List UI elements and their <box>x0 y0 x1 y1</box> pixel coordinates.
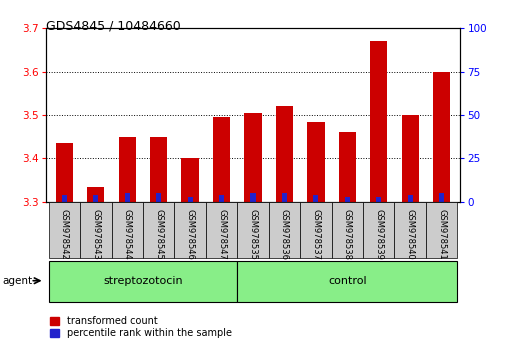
Text: GSM978537: GSM978537 <box>311 209 320 259</box>
Bar <box>432 72 449 202</box>
Bar <box>111 202 143 258</box>
Bar <box>187 196 192 202</box>
Bar <box>250 193 255 202</box>
Bar <box>206 202 237 258</box>
Bar <box>237 202 268 258</box>
Bar <box>219 195 224 202</box>
Bar <box>118 137 136 202</box>
Text: GSM978546: GSM978546 <box>185 209 194 259</box>
Bar <box>375 196 381 202</box>
Bar <box>281 193 286 202</box>
Bar <box>394 202 425 258</box>
Bar <box>237 261 457 302</box>
Bar <box>80 202 111 258</box>
Bar <box>425 202 457 258</box>
Bar <box>124 193 130 202</box>
Text: GSM978544: GSM978544 <box>123 209 131 259</box>
Bar <box>338 132 355 202</box>
Text: GSM978547: GSM978547 <box>217 209 226 259</box>
Bar <box>48 202 80 258</box>
Bar <box>369 41 387 202</box>
Text: GDS4845 / 10484660: GDS4845 / 10484660 <box>45 19 180 33</box>
Bar <box>401 115 418 202</box>
Text: GSM978540: GSM978540 <box>405 209 414 259</box>
Bar <box>156 193 161 202</box>
Bar <box>331 202 362 258</box>
Bar <box>213 117 230 202</box>
Bar <box>299 202 331 258</box>
Text: GSM978538: GSM978538 <box>342 209 351 259</box>
Text: GSM978543: GSM978543 <box>91 209 100 259</box>
Bar <box>87 187 104 202</box>
Bar <box>268 202 299 258</box>
Text: control: control <box>327 275 366 286</box>
Text: GSM978536: GSM978536 <box>279 209 288 259</box>
Bar <box>143 202 174 258</box>
Text: GSM978542: GSM978542 <box>60 209 69 259</box>
Bar <box>407 195 412 202</box>
Bar <box>48 261 237 302</box>
Text: GSM978539: GSM978539 <box>374 209 382 259</box>
Text: agent: agent <box>3 276 33 286</box>
Text: GSM978541: GSM978541 <box>436 209 445 259</box>
Bar <box>244 113 261 202</box>
Legend: transformed count, percentile rank within the sample: transformed count, percentile rank withi… <box>50 316 231 338</box>
Text: GSM978535: GSM978535 <box>248 209 257 259</box>
Bar <box>438 193 443 202</box>
Bar <box>275 106 292 202</box>
Bar <box>344 196 349 202</box>
Bar <box>307 121 324 202</box>
Bar <box>56 143 73 202</box>
Bar <box>150 137 167 202</box>
Bar <box>362 202 394 258</box>
Text: GSM978545: GSM978545 <box>154 209 163 259</box>
Bar <box>313 195 318 202</box>
Bar <box>174 202 206 258</box>
Bar <box>181 159 198 202</box>
Bar <box>93 195 98 202</box>
Text: streptozotocin: streptozotocin <box>103 275 182 286</box>
Bar <box>62 195 67 202</box>
